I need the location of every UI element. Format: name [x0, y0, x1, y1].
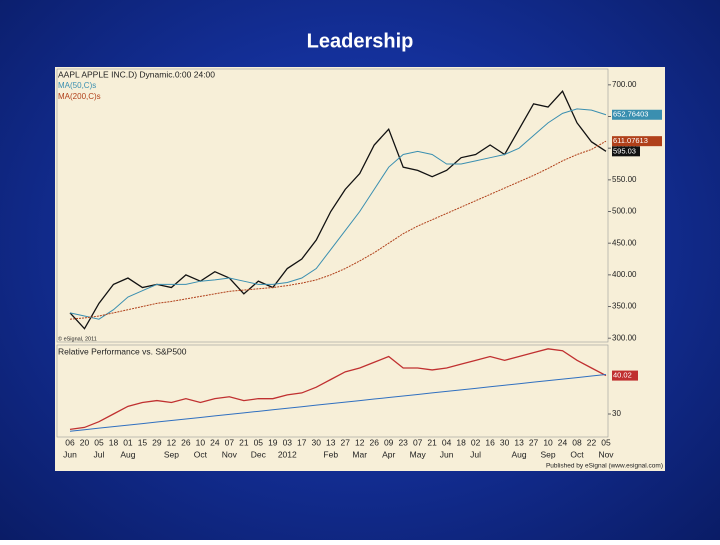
x-tick-label: 26 [181, 437, 191, 447]
copyright: © eSignal, 2011 [58, 335, 97, 342]
legend-entry: MA(50,C)s [58, 81, 96, 90]
x-tick-label: 13 [326, 437, 336, 447]
month-label: Sep [164, 449, 179, 459]
month-label: Jul [470, 449, 481, 459]
x-tick-label: 22 [587, 437, 597, 447]
series-line [69, 374, 607, 432]
x-tick-label: 09 [384, 437, 394, 447]
month-label: Feb [323, 449, 338, 459]
x-tick-label: 07 [225, 437, 235, 447]
x-tick-label: 26 [369, 437, 379, 447]
month-label: 2012 [278, 449, 297, 459]
month-label: Jul [94, 449, 105, 459]
x-tick-label: 21 [239, 437, 249, 447]
panel-title: Relative Performance vs. S&P500 [58, 346, 187, 356]
series-line [69, 108, 607, 320]
last-value-box [612, 109, 662, 120]
series-line [69, 140, 607, 320]
x-tick-label: 27 [529, 437, 539, 447]
x-tick-label: 10 [543, 437, 553, 447]
month-label: Jun [440, 449, 454, 459]
x-tick-label: 05 [94, 437, 104, 447]
month-label: Mar [352, 449, 367, 459]
month-label: Apr [382, 449, 395, 459]
y-tick-label: 450.00 [612, 238, 637, 247]
x-tick-label: 07 [413, 437, 423, 447]
x-tick-label: 30 [500, 437, 510, 447]
chart-background [55, 67, 665, 471]
x-tick-label: 23 [398, 437, 408, 447]
x-tick-label: 05 [254, 437, 264, 447]
x-tick-label: 18 [456, 437, 466, 447]
y-tick-label: 400.00 [612, 270, 637, 279]
last-value-box [612, 370, 638, 381]
last-value-box [612, 146, 640, 157]
last-value-box [612, 136, 662, 147]
month-label: Aug [120, 449, 135, 459]
last-value-label: 40.02 [613, 371, 632, 380]
x-tick-label: 13 [514, 437, 524, 447]
x-tick-label: 27 [341, 437, 351, 447]
x-tick-label: 10 [196, 437, 206, 447]
price-panel-frame [56, 68, 609, 343]
x-tick-label: 12 [167, 437, 177, 447]
y-tick-label: 300.00 [612, 333, 637, 342]
chart-title: AAPL APPLE INC.D) Dynamic.0:00 24:00 [58, 69, 215, 79]
series-line [69, 90, 607, 330]
x-tick-label: 24 [558, 437, 568, 447]
series-line [69, 348, 607, 430]
x-tick-label: 12 [355, 437, 365, 447]
footer: Published by eSignal (www.esignal.com) [546, 463, 663, 470]
month-label: Jun [63, 449, 77, 459]
slide-title: Leadership [307, 30, 414, 52]
x-tick-label: 19 [268, 437, 278, 447]
month-label: Aug [512, 449, 527, 459]
x-tick-label: 18 [109, 437, 119, 447]
x-tick-label: 16 [485, 437, 495, 447]
relative-panel-frame [56, 344, 609, 438]
x-tick-label: 06 [65, 437, 75, 447]
legend-entry: MA(200,C)s [58, 92, 101, 101]
y-tick-label: 550.00 [612, 175, 637, 184]
x-tick-label: 29 [152, 437, 162, 447]
month-label: Oct [194, 449, 208, 459]
y-tick-label: 30 [612, 409, 621, 418]
last-value-label: 595.03 [613, 146, 636, 155]
x-tick-label: 08 [572, 437, 582, 447]
x-tick-label: 21 [427, 437, 437, 447]
month-label: Sep [540, 449, 555, 459]
y-tick-label: 700.00 [612, 80, 637, 89]
month-label: Dec [251, 449, 267, 459]
x-tick-label: 03 [283, 437, 293, 447]
month-label: May [410, 449, 427, 459]
last-value-label: 611.07613 [613, 136, 648, 145]
x-tick-label: 20 [80, 437, 90, 447]
y-tick-label: 350.00 [612, 302, 637, 311]
x-tick-label: 04 [442, 437, 452, 447]
x-tick-label: 05 [601, 437, 611, 447]
month-label: Nov [222, 449, 238, 459]
x-tick-label: 01 [123, 437, 133, 447]
x-tick-label: 17 [297, 437, 307, 447]
month-label: Oct [570, 449, 584, 459]
x-tick-label: 15 [138, 437, 148, 447]
y-tick-label: 500.00 [612, 207, 637, 216]
last-value-label: 652.76403 [613, 110, 648, 119]
x-tick-label: 24 [210, 437, 220, 447]
x-tick-label: 02 [471, 437, 481, 447]
x-tick-label: 30 [312, 437, 322, 447]
month-label: Nov [598, 449, 614, 459]
